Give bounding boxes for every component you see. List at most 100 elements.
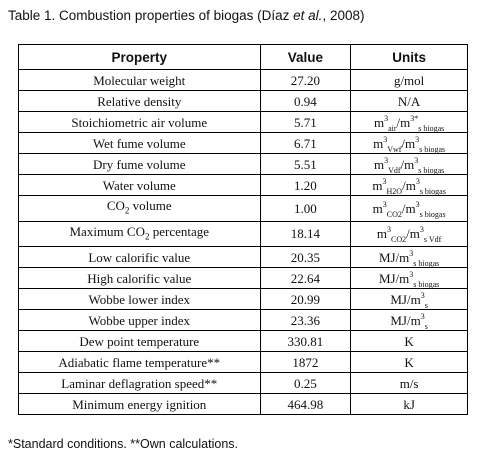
value-cell: 5.71 bbox=[259, 111, 352, 133]
unit-part: K bbox=[404, 354, 414, 370]
table-row: Laminar deflagration speed** 0.25 m/s bbox=[18, 372, 468, 395]
unit-cell: m3air/m3*s biogas bbox=[350, 111, 468, 133]
unit-part: m bbox=[373, 156, 385, 172]
caption-suffix: , 2008) bbox=[322, 8, 365, 23]
unit-part: N/A bbox=[397, 93, 421, 109]
unit-part: 3 bbox=[382, 176, 387, 186]
value-cell: 1872 bbox=[259, 351, 352, 374]
property-cell: Adiabatic flame temperature** bbox=[18, 351, 261, 374]
property-text: Water volume bbox=[102, 177, 176, 193]
property-text: Wobbe upper index bbox=[88, 312, 190, 328]
caption-prefix: Table 1. Combustion properties of biogas… bbox=[8, 8, 294, 23]
unit-part: g/mol bbox=[393, 72, 425, 88]
property-text: Molecular weight bbox=[93, 72, 186, 88]
unit-part: s biogas bbox=[419, 144, 446, 154]
unit-part: CO2 bbox=[391, 235, 407, 245]
value-cell: 27.20 bbox=[259, 69, 352, 91]
unit-part: 3 bbox=[387, 225, 392, 235]
property-cell: Dry fume volume bbox=[18, 153, 261, 175]
property-text: Low calorific value bbox=[88, 249, 191, 265]
property-text: Relative density bbox=[97, 93, 182, 109]
table-row: Maximum CO2 percentage 18.14 m3CO2/m3s Vdf bbox=[18, 220, 468, 248]
unit-part: CO2 bbox=[386, 209, 402, 219]
table-row: Wobbe upper index 23.36 MJ/m3s bbox=[18, 309, 468, 332]
unit-part: kJ bbox=[403, 396, 415, 412]
unit-part: /m bbox=[402, 177, 416, 193]
unit-part: 3 bbox=[409, 248, 414, 258]
property-subscript: 2 bbox=[144, 231, 150, 242]
property-cell: Wobbe lower index bbox=[18, 288, 261, 311]
property-text: Dry fume volume bbox=[93, 156, 186, 172]
property-text: Minimum energy ignition bbox=[72, 396, 207, 412]
unit-part: /m bbox=[401, 135, 416, 151]
unit-part: MJ/m bbox=[378, 270, 410, 286]
property-text: CO bbox=[106, 198, 125, 213]
value-cell: 20.35 bbox=[259, 246, 352, 269]
table-row: Water volume 1.20 m3H2O/m3s biogas bbox=[18, 174, 468, 196]
property-cell: Laminar deflagration speed** bbox=[18, 372, 261, 395]
unit-cell: m3Vwf/m3s biogas bbox=[350, 132, 468, 154]
unit-part: s biogas bbox=[418, 123, 445, 133]
unit-part: air bbox=[388, 123, 397, 133]
unit-part: s bbox=[424, 300, 428, 310]
unit-cell: MJ/m3s biogas bbox=[350, 267, 468, 290]
table-row: Adiabatic flame temperature** 1872 K bbox=[18, 351, 468, 374]
unit-part: 3 bbox=[415, 199, 420, 209]
combustion-properties-table: Property Value Units Molecular weight 27.… bbox=[18, 44, 468, 416]
unit-cell: MJ/m3s bbox=[350, 309, 468, 332]
property-text: Maximum CO bbox=[69, 223, 145, 239]
value-cell: 18.14 bbox=[259, 220, 352, 248]
header-property: Property bbox=[18, 44, 261, 70]
unit-part: 3 bbox=[414, 155, 419, 165]
value-cell: 330.81 bbox=[259, 330, 352, 353]
table-row: Stoichiometric air volume 5.71 m3air/m3*s … bbox=[18, 111, 468, 133]
table-row: Relative density 0.94 N/A bbox=[18, 90, 468, 112]
unit-part: 3 bbox=[419, 225, 424, 235]
unit-part: m bbox=[373, 135, 384, 151]
unit-part: 3 bbox=[382, 199, 387, 209]
table-row: Wobbe lower index 20.99 MJ/m3s bbox=[18, 288, 468, 311]
value-cell: 5.51 bbox=[259, 153, 352, 175]
unit-part: K bbox=[404, 333, 414, 349]
property-text: Adiabatic flame temperature** bbox=[58, 354, 221, 370]
table-body: Molecular weight 27.20 g/mol Relative densi… bbox=[18, 69, 468, 416]
unit-part: MJ/m bbox=[390, 291, 421, 307]
value-cell: 1.00 bbox=[259, 195, 352, 222]
value-cell: 0.94 bbox=[259, 90, 352, 112]
property-cell: Wet fume volume bbox=[18, 132, 261, 154]
unit-part: 3 bbox=[420, 290, 425, 300]
table-row: Molecular weight 27.20 g/mol bbox=[18, 69, 468, 91]
unit-part: s biogas bbox=[418, 165, 445, 175]
unit-cell: m/s bbox=[350, 372, 468, 395]
property-cell: Minimum energy ignition bbox=[18, 393, 261, 416]
table-row: Minimum energy ignition 464.98 kJ bbox=[18, 393, 468, 416]
unit-part: /m bbox=[406, 226, 420, 242]
unit-cell: N/A bbox=[350, 90, 468, 112]
unit-part: Vwf bbox=[387, 144, 402, 154]
value-cell: 464.98 bbox=[259, 393, 352, 416]
unit-part: MJ/m bbox=[378, 249, 410, 265]
property-text: Laminar deflagration speed** bbox=[61, 375, 218, 391]
unit-cell: MJ/m3s bbox=[350, 288, 468, 311]
property-text-rest: percentage bbox=[149, 223, 210, 239]
unit-part: /m bbox=[400, 156, 415, 172]
unit-part: s bbox=[424, 321, 428, 331]
unit-part: 3 bbox=[415, 134, 420, 144]
unit-part: m bbox=[372, 177, 383, 193]
table-row: CO2 volume 1.00 m3CO2/m3s biogas bbox=[18, 195, 468, 222]
unit-part: /m bbox=[396, 114, 411, 130]
value-cell: 23.36 bbox=[259, 309, 352, 332]
value-cell: 0.25 bbox=[259, 372, 352, 395]
property-cell: Low calorific value bbox=[18, 246, 261, 269]
table-header-row: Property Value Units bbox=[18, 44, 468, 70]
unit-part: s biogas bbox=[419, 186, 446, 196]
unit-cell: g/mol bbox=[350, 69, 468, 91]
property-subscript: 2 bbox=[124, 205, 130, 216]
value-cell: 20.99 bbox=[259, 288, 352, 311]
property-cell: Molecular weight bbox=[18, 69, 261, 91]
unit-part: s biogas bbox=[413, 258, 440, 268]
property-cell: Dew point temperature bbox=[18, 330, 261, 353]
caption-et-al: et al. bbox=[293, 8, 323, 23]
value-cell: 6.71 bbox=[259, 132, 352, 154]
table-row: Dew point temperature 330.81 K bbox=[18, 330, 468, 353]
